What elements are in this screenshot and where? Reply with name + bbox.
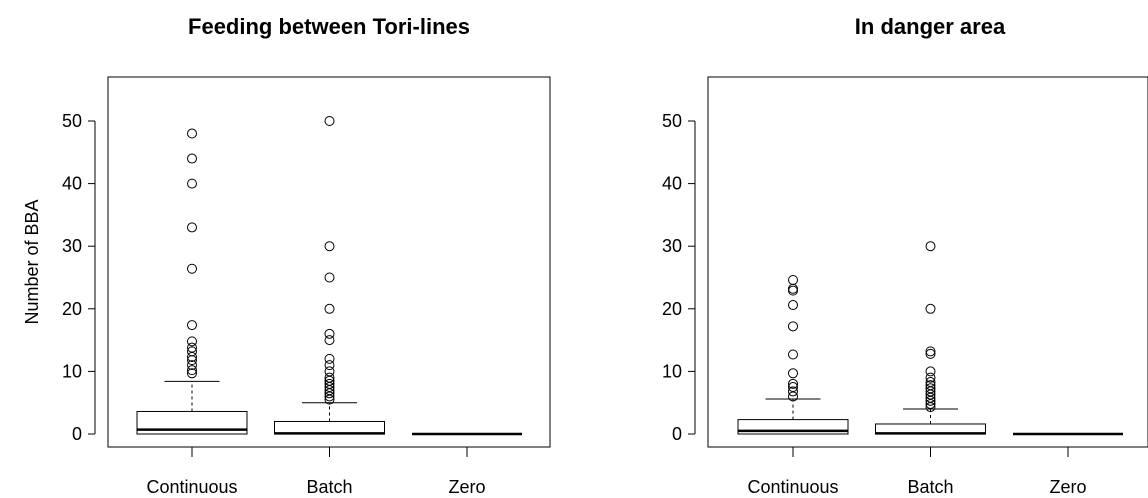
outlier-point [324, 241, 335, 252]
outlier-point [324, 372, 335, 383]
box-continuous: Continuous [737, 275, 849, 497]
box-batch: Batch [274, 116, 385, 497]
outlier-point [187, 365, 197, 376]
outlier-point [788, 300, 798, 311]
outlier-point [925, 366, 936, 377]
outlier-point [187, 222, 197, 233]
outlier-point [324, 328, 335, 339]
outlier-point [324, 335, 335, 346]
outlier-point [788, 382, 798, 393]
panel-1: Feeding between Tori-lines 0 10 20 30 40 50 Con… [62, 14, 551, 497]
outlier-point [187, 336, 197, 347]
outlier-point [187, 153, 197, 164]
outlier-point [324, 360, 335, 371]
y-tick-label: 40 [662, 174, 682, 194]
box-iqr [274, 420, 385, 435]
y-tick-label: 10 [662, 361, 682, 381]
box-batch: Batch [875, 241, 986, 497]
box-continuous: Continuous [136, 128, 248, 497]
y-tick-label: 10 [62, 361, 82, 381]
box-zero: Zero [1013, 432, 1123, 497]
x-tick-label: Batch [306, 477, 352, 497]
outlier-point [788, 283, 798, 294]
x-tick-label: Batch [907, 477, 953, 497]
y-tick-label: 30 [662, 236, 682, 256]
outlier-point [788, 386, 798, 397]
panel-title: In danger area [855, 14, 1006, 39]
y-axis-label: Number of BBA [22, 199, 42, 324]
plot-frame [707, 76, 1148, 448]
outlier-point [925, 380, 936, 391]
x-tick-label: Continuous [747, 477, 838, 497]
outlier-point [788, 275, 798, 286]
outlier-point [324, 303, 335, 314]
outlier-point [187, 368, 197, 379]
outlier-point [925, 346, 936, 357]
y-tick-label: 50 [62, 111, 82, 131]
outlier-point [324, 378, 335, 389]
x-tick-label: Continuous [146, 477, 237, 497]
outlier-point [187, 320, 197, 331]
outlier-point [925, 241, 936, 252]
outlier-point [324, 116, 335, 126]
outlier-point [788, 349, 798, 360]
y-tick-label: 50 [662, 111, 682, 131]
y-tick-label: 20 [662, 299, 682, 319]
x-tick-label: Zero [448, 477, 485, 497]
outlier-point [788, 368, 798, 379]
outlier-point [187, 178, 197, 189]
outlier-point [788, 321, 798, 332]
outlier-point [788, 378, 798, 389]
outlier-point [925, 372, 936, 383]
outlier-point [324, 353, 335, 364]
y-tick-label: 20 [62, 299, 82, 319]
outlier-point [187, 342, 197, 353]
outlier-point [324, 272, 335, 283]
outlier-point [187, 346, 197, 357]
x-tick-label: Zero [1049, 477, 1086, 497]
outlier-point [187, 263, 197, 274]
outlier-point [324, 366, 335, 377]
panel-title: Feeding between Tori-lines [188, 14, 470, 39]
y-tick-label: 0 [72, 424, 82, 444]
outlier-point [925, 303, 936, 314]
y-tick-label: 0 [672, 424, 682, 444]
y-tick-label: 30 [62, 236, 82, 256]
box-zero: Zero [412, 432, 522, 497]
outlier-point [788, 285, 798, 296]
y-tick-label: 40 [62, 174, 82, 194]
outlier-point [187, 360, 197, 371]
outlier-point [925, 377, 936, 388]
panel-2: In danger area 0 10 20 30 40 50 Continuous Batch… [662, 14, 1148, 497]
outlier-point [925, 348, 936, 359]
outlier-point [925, 383, 936, 394]
outlier-point [187, 128, 197, 139]
